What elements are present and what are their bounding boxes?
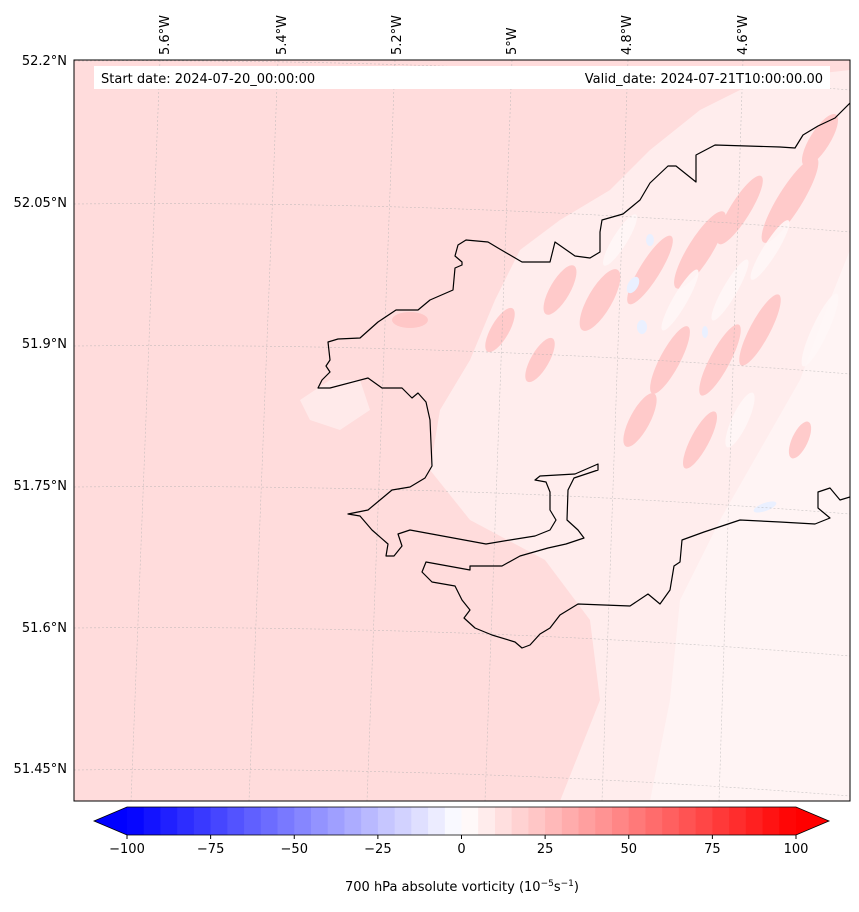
colorbar-tick-label: 100 [784,842,809,857]
lat-label: 52.05°N [14,196,67,211]
colorbar-segment [394,807,412,835]
colorbar-tick-label: 75 [704,842,721,857]
colorbar-segment [528,807,546,835]
colorbar-segment [745,807,764,835]
colorbar-tick-label: 25 [537,842,554,857]
colorbar-segment [695,807,713,835]
coastline [317,102,850,649]
field-strong-streaks [392,114,839,469]
colorbar-segment [260,807,279,835]
colorbar-segment [461,807,479,835]
colorbar-segment [678,807,697,835]
lat-label: 51.6°N [22,621,67,636]
field-light-streaks [603,214,839,448]
lon-label: 5.4°W [275,15,290,55]
colorbar-segment [411,807,429,835]
colorbar-segment [662,807,680,835]
colorbar-segment [645,807,663,835]
colorbar-segment [244,807,262,835]
lat-label: 51.9°N [22,337,67,352]
colorbar-tick-label: −25 [364,842,391,857]
lat-label: 52.2°N [22,54,67,69]
colorbar-segment [177,807,195,835]
lat-label: 51.45°N [14,762,67,777]
colorbar-segment [494,807,513,835]
colorbar-segment [428,807,446,835]
start-date-text: Start date: 2024-07-20_00:00:00 [101,72,315,87]
colorbar-segment [127,807,145,835]
colorbar-extend-high [796,807,829,835]
colorbar-segment [762,807,780,835]
colorbar-segment [779,807,797,835]
vorticity-field [74,60,850,801]
colorbar-tick-label: −100 [109,842,145,857]
colorbar-tick-label: −50 [281,842,308,857]
map-frame [73,59,851,802]
colorbar-segment [310,807,329,835]
field-light-region [300,380,370,430]
colorbar-segment [210,807,228,835]
colorbar-extend-low [94,807,127,835]
colorbar-tick-label: 0 [457,842,465,857]
colorbar-segment [478,807,496,835]
colorbar-tick-label: 50 [620,842,637,857]
colorbar-segment [277,807,295,835]
lon-label: 5.6°W [158,15,173,55]
colorbar-ticks: −100 −75 −50 −25 0 25 50 75 100 [109,835,808,857]
colorbar-segment [294,807,312,835]
colorbar-segment [729,807,747,835]
colorbar-segment [561,807,580,835]
valid-date-text: Valid_date: 2024-07-21T10:00:00.00 [585,72,823,87]
lat-label: 51.75°N [14,479,67,494]
colorbar-segment [444,807,462,835]
colorbar-segment [545,807,563,835]
colorbar-segment [712,807,730,835]
lon-label: 5°W [505,27,520,55]
colorbar-segment [227,807,245,835]
lon-label: 5.2°W [390,15,405,55]
colorbar-segment [578,807,596,835]
colorbar-segment [377,807,396,835]
field-negative-spots [626,234,777,513]
field-light-region [650,250,850,801]
longitude-labels: 5.6°W 5.4°W 5.2°W 5°W 4.8°W 4.6°W [158,15,751,55]
header-background [94,66,830,89]
colorbar-segment [193,807,212,835]
colorbar-segment [595,807,613,835]
lon-label: 4.8°W [620,15,635,55]
colorbar-tick-label: −75 [197,842,224,857]
lon-label: 4.6°W [736,15,751,55]
colorbar-segment [511,807,529,835]
colorbar-segment [327,807,345,835]
colorbar-segment [160,807,178,835]
colorbar-segment [143,807,161,835]
latitude-labels: 52.2°N 52.05°N 51.9°N 51.75°N 51.6°N 51.… [14,54,67,777]
colorbar-label: 700 hPa absolute vorticity (10−5s−1) [345,879,579,895]
colorbar [92,806,831,836]
colorbar-segment [628,807,646,835]
colorbar-segment [344,807,362,835]
colorbar-segment [361,807,379,835]
colorbar-segment [612,807,630,835]
